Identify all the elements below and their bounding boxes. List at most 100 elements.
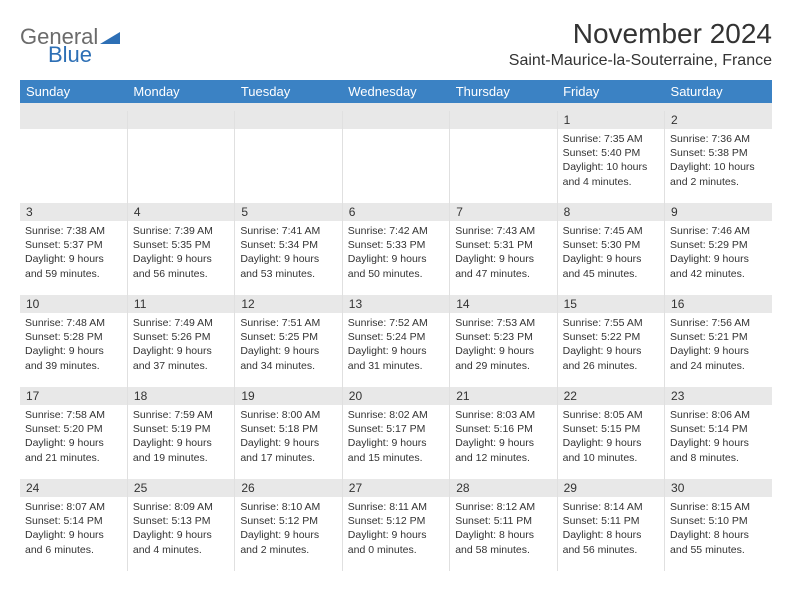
day-cell: 30Sunrise: 8:15 AMSunset: 5:10 PMDayligh… bbox=[665, 479, 772, 571]
day-number bbox=[128, 111, 234, 129]
day-number: 11 bbox=[128, 295, 234, 313]
day-number: 12 bbox=[235, 295, 341, 313]
day-content: Sunrise: 7:51 AMSunset: 5:25 PMDaylight:… bbox=[235, 313, 341, 376]
day-number: 21 bbox=[450, 387, 556, 405]
day-cell: 17Sunrise: 7:58 AMSunset: 5:20 PMDayligh… bbox=[20, 387, 127, 479]
day-cell: 7Sunrise: 7:43 AMSunset: 5:31 PMDaylight… bbox=[450, 203, 557, 295]
day-number: 13 bbox=[343, 295, 449, 313]
day-number: 28 bbox=[450, 479, 556, 497]
day-content: Sunrise: 7:41 AMSunset: 5:34 PMDaylight:… bbox=[235, 221, 341, 284]
day-cell: 3Sunrise: 7:38 AMSunset: 5:37 PMDaylight… bbox=[20, 203, 127, 295]
calendar-week: 3Sunrise: 7:38 AMSunset: 5:37 PMDaylight… bbox=[20, 203, 772, 295]
day-number: 29 bbox=[558, 479, 664, 497]
calendar-week: 17Sunrise: 7:58 AMSunset: 5:20 PMDayligh… bbox=[20, 387, 772, 479]
day-number: 3 bbox=[20, 203, 127, 221]
calendar-table: SundayMondayTuesdayWednesdayThursdayFrid… bbox=[20, 80, 772, 571]
day-number: 25 bbox=[128, 479, 234, 497]
day-number: 14 bbox=[450, 295, 556, 313]
calendar-body: 1Sunrise: 7:35 AMSunset: 5:40 PMDaylight… bbox=[20, 103, 772, 571]
location: Saint-Maurice-la-Souterraine, France bbox=[509, 52, 772, 70]
day-number: 7 bbox=[450, 203, 556, 221]
day-content: Sunrise: 7:46 AMSunset: 5:29 PMDaylight:… bbox=[665, 221, 772, 284]
day-cell: 5Sunrise: 7:41 AMSunset: 5:34 PMDaylight… bbox=[235, 203, 342, 295]
day-header: Sunday bbox=[20, 80, 127, 103]
header: GeneralBlue November 2024 Saint-Maurice-… bbox=[20, 18, 772, 70]
day-number: 18 bbox=[128, 387, 234, 405]
day-cell: 27Sunrise: 8:11 AMSunset: 5:12 PMDayligh… bbox=[342, 479, 449, 571]
day-content: Sunrise: 7:56 AMSunset: 5:21 PMDaylight:… bbox=[665, 313, 772, 376]
day-cell: 23Sunrise: 8:06 AMSunset: 5:14 PMDayligh… bbox=[665, 387, 772, 479]
day-content: Sunrise: 8:10 AMSunset: 5:12 PMDaylight:… bbox=[235, 497, 341, 560]
day-cell: 8Sunrise: 7:45 AMSunset: 5:30 PMDaylight… bbox=[557, 203, 664, 295]
empty-cell bbox=[127, 111, 234, 203]
day-content: Sunrise: 8:14 AMSunset: 5:11 PMDaylight:… bbox=[558, 497, 664, 560]
day-header: Tuesday bbox=[235, 80, 342, 103]
day-header: Monday bbox=[127, 80, 234, 103]
day-cell: 25Sunrise: 8:09 AMSunset: 5:13 PMDayligh… bbox=[127, 479, 234, 571]
day-number: 5 bbox=[235, 203, 341, 221]
day-content: Sunrise: 7:35 AMSunset: 5:40 PMDaylight:… bbox=[558, 129, 664, 192]
day-cell: 26Sunrise: 8:10 AMSunset: 5:12 PMDayligh… bbox=[235, 479, 342, 571]
day-cell: 29Sunrise: 8:14 AMSunset: 5:11 PMDayligh… bbox=[557, 479, 664, 571]
day-number bbox=[235, 111, 341, 129]
day-header: Wednesday bbox=[342, 80, 449, 103]
day-cell: 10Sunrise: 7:48 AMSunset: 5:28 PMDayligh… bbox=[20, 295, 127, 387]
day-cell: 13Sunrise: 7:52 AMSunset: 5:24 PMDayligh… bbox=[342, 295, 449, 387]
day-number: 26 bbox=[235, 479, 341, 497]
day-content: Sunrise: 8:03 AMSunset: 5:16 PMDaylight:… bbox=[450, 405, 556, 468]
day-number: 1 bbox=[558, 111, 664, 129]
day-cell: 24Sunrise: 8:07 AMSunset: 5:14 PMDayligh… bbox=[20, 479, 127, 571]
day-cell: 1Sunrise: 7:35 AMSunset: 5:40 PMDaylight… bbox=[557, 111, 664, 203]
day-number: 30 bbox=[665, 479, 772, 497]
day-cell: 18Sunrise: 7:59 AMSunset: 5:19 PMDayligh… bbox=[127, 387, 234, 479]
day-cell: 2Sunrise: 7:36 AMSunset: 5:38 PMDaylight… bbox=[665, 111, 772, 203]
calendar-week: 1Sunrise: 7:35 AMSunset: 5:40 PMDaylight… bbox=[20, 111, 772, 203]
day-content: Sunrise: 8:15 AMSunset: 5:10 PMDaylight:… bbox=[665, 497, 772, 560]
day-content: Sunrise: 7:55 AMSunset: 5:22 PMDaylight:… bbox=[558, 313, 664, 376]
day-content: Sunrise: 7:43 AMSunset: 5:31 PMDaylight:… bbox=[450, 221, 556, 284]
day-content: Sunrise: 8:06 AMSunset: 5:14 PMDaylight:… bbox=[665, 405, 772, 468]
title-block: November 2024 Saint-Maurice-la-Souterrai… bbox=[509, 18, 772, 70]
day-content: Sunrise: 7:38 AMSunset: 5:37 PMDaylight:… bbox=[20, 221, 127, 284]
calendar-week: 10Sunrise: 7:48 AMSunset: 5:28 PMDayligh… bbox=[20, 295, 772, 387]
day-number: 24 bbox=[20, 479, 127, 497]
day-content: Sunrise: 7:53 AMSunset: 5:23 PMDaylight:… bbox=[450, 313, 556, 376]
day-content: Sunrise: 7:39 AMSunset: 5:35 PMDaylight:… bbox=[128, 221, 234, 284]
day-cell: 6Sunrise: 7:42 AMSunset: 5:33 PMDaylight… bbox=[342, 203, 449, 295]
month-title: November 2024 bbox=[509, 18, 772, 50]
day-content: Sunrise: 8:07 AMSunset: 5:14 PMDaylight:… bbox=[20, 497, 127, 560]
day-number: 23 bbox=[665, 387, 772, 405]
day-number: 8 bbox=[558, 203, 664, 221]
day-content: Sunrise: 7:52 AMSunset: 5:24 PMDaylight:… bbox=[343, 313, 449, 376]
day-content: Sunrise: 7:42 AMSunset: 5:33 PMDaylight:… bbox=[343, 221, 449, 284]
day-number: 9 bbox=[665, 203, 772, 221]
day-number: 4 bbox=[128, 203, 234, 221]
day-content: Sunrise: 8:09 AMSunset: 5:13 PMDaylight:… bbox=[128, 497, 234, 560]
day-cell: 20Sunrise: 8:02 AMSunset: 5:17 PMDayligh… bbox=[342, 387, 449, 479]
day-number: 16 bbox=[665, 295, 772, 313]
day-number: 20 bbox=[343, 387, 449, 405]
day-number bbox=[343, 111, 449, 129]
day-content: Sunrise: 7:48 AMSunset: 5:28 PMDaylight:… bbox=[20, 313, 127, 376]
day-content: Sunrise: 8:02 AMSunset: 5:17 PMDaylight:… bbox=[343, 405, 449, 468]
day-cell: 11Sunrise: 7:49 AMSunset: 5:26 PMDayligh… bbox=[127, 295, 234, 387]
day-cell: 9Sunrise: 7:46 AMSunset: 5:29 PMDaylight… bbox=[665, 203, 772, 295]
day-content: Sunrise: 8:00 AMSunset: 5:18 PMDaylight:… bbox=[235, 405, 341, 468]
day-content: Sunrise: 7:59 AMSunset: 5:19 PMDaylight:… bbox=[128, 405, 234, 468]
day-number bbox=[20, 111, 127, 129]
day-cell: 16Sunrise: 7:56 AMSunset: 5:21 PMDayligh… bbox=[665, 295, 772, 387]
day-cell: 15Sunrise: 7:55 AMSunset: 5:22 PMDayligh… bbox=[557, 295, 664, 387]
day-content: Sunrise: 8:11 AMSunset: 5:12 PMDaylight:… bbox=[343, 497, 449, 560]
spacer-row bbox=[20, 103, 772, 111]
day-content: Sunrise: 7:36 AMSunset: 5:38 PMDaylight:… bbox=[665, 129, 772, 192]
day-header-row: SundayMondayTuesdayWednesdayThursdayFrid… bbox=[20, 80, 772, 103]
day-header: Thursday bbox=[450, 80, 557, 103]
day-number: 6 bbox=[343, 203, 449, 221]
day-header: Friday bbox=[557, 80, 664, 103]
day-cell: 21Sunrise: 8:03 AMSunset: 5:16 PMDayligh… bbox=[450, 387, 557, 479]
day-number: 27 bbox=[343, 479, 449, 497]
empty-cell bbox=[20, 111, 127, 203]
day-number: 19 bbox=[235, 387, 341, 405]
day-number: 10 bbox=[20, 295, 127, 313]
empty-cell bbox=[235, 111, 342, 203]
